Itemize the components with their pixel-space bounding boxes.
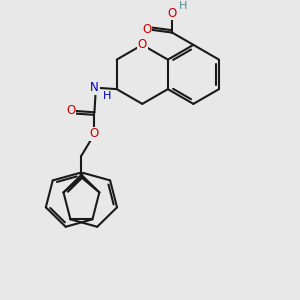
Text: O: O [138, 38, 147, 51]
Text: H: H [179, 1, 187, 11]
Text: O: O [167, 7, 177, 20]
Text: O: O [142, 23, 152, 36]
Text: H: H [103, 91, 111, 101]
Text: O: O [66, 104, 75, 117]
Text: N: N [90, 81, 99, 94]
Text: O: O [90, 128, 99, 140]
